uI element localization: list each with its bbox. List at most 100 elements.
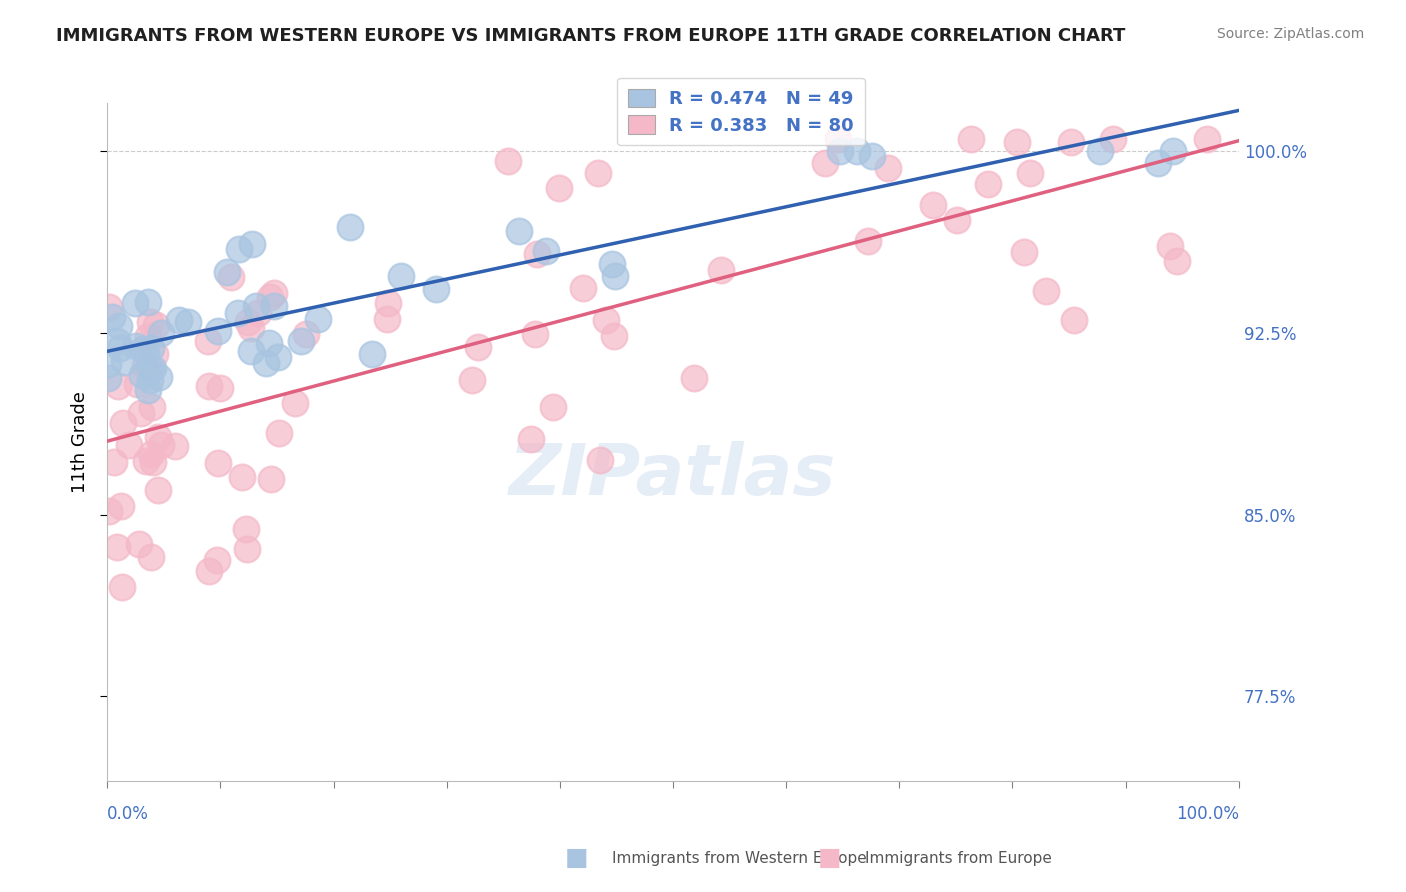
Point [228, 242, 250, 256]
Point [295, 326, 318, 341]
Point [284, 396, 307, 410]
Point [361, 347, 384, 361]
Point [247, 306, 270, 320]
Point [145, 318, 167, 332]
Point [141, 400, 163, 414]
Point [260, 472, 283, 486]
Point [467, 341, 489, 355]
Point [603, 329, 626, 343]
Point [142, 455, 165, 469]
Point [110, 499, 132, 513]
Point [107, 378, 129, 392]
Point [139, 374, 162, 388]
Point [107, 541, 129, 555]
Point [548, 181, 571, 195]
Point [150, 326, 173, 340]
Text: ■: ■ [565, 847, 588, 870]
Point [242, 236, 264, 251]
Point [683, 370, 706, 384]
Point [219, 270, 242, 285]
Point [124, 296, 146, 310]
Point [600, 257, 623, 271]
Point [236, 542, 259, 557]
Point [377, 296, 399, 310]
Point [207, 456, 229, 470]
Point [125, 376, 148, 391]
Point [235, 522, 257, 536]
Point [461, 373, 484, 387]
Point [257, 336, 280, 351]
Point [1035, 284, 1057, 298]
Point [534, 244, 557, 258]
Point [208, 381, 231, 395]
Point [197, 564, 219, 578]
Point [860, 149, 883, 163]
Point [267, 350, 290, 364]
Point [105, 334, 128, 348]
Text: Immigrants from Europe: Immigrants from Europe [865, 851, 1052, 865]
Point [595, 313, 617, 327]
Point [496, 153, 519, 168]
Text: IMMIGRANTS FROM WESTERN EUROPE VS IMMIGRANTS FROM EUROPE 11TH GRADE CORRELATION : IMMIGRANTS FROM WESTERN EUROPE VS IMMIGR… [56, 27, 1126, 45]
Point [239, 344, 262, 359]
Point [269, 425, 291, 440]
Point [254, 356, 277, 370]
Point [139, 341, 162, 355]
Point [1102, 132, 1125, 146]
Point [290, 334, 312, 348]
Text: 100.0%: 100.0% [1175, 805, 1239, 823]
Point [1060, 135, 1083, 149]
Point [146, 483, 169, 497]
Point [523, 326, 546, 341]
Point [263, 299, 285, 313]
Point [307, 311, 329, 326]
Point [1019, 166, 1042, 180]
Point [205, 553, 228, 567]
Point [827, 132, 849, 146]
Point [129, 406, 152, 420]
Point [98, 300, 121, 314]
Point [112, 355, 135, 369]
Point [238, 315, 260, 329]
Point [572, 281, 595, 295]
Point [141, 447, 163, 461]
Point [425, 282, 447, 296]
Point [139, 315, 162, 329]
Point [263, 286, 285, 301]
Point [589, 452, 612, 467]
Point [1088, 145, 1111, 159]
Point [146, 429, 169, 443]
Point [603, 268, 626, 283]
Point [138, 361, 160, 376]
Point [128, 537, 150, 551]
Point [98, 504, 121, 518]
Point [217, 265, 239, 279]
Point [136, 294, 159, 309]
Point [1161, 145, 1184, 159]
Point [125, 339, 148, 353]
Point [135, 454, 157, 468]
Point [1005, 136, 1028, 150]
Point [1063, 313, 1085, 327]
Point [132, 342, 155, 356]
Point [245, 299, 267, 313]
Point [389, 269, 412, 284]
Point [1159, 239, 1181, 253]
Point [111, 581, 134, 595]
Text: Immigrants from Western Europe: Immigrants from Western Europe [612, 851, 866, 865]
Point [231, 470, 253, 484]
Point [877, 161, 900, 175]
Point [134, 359, 156, 373]
Point [96, 357, 118, 371]
Point [1012, 244, 1035, 259]
Point [830, 145, 852, 159]
Point [103, 455, 125, 469]
Point [150, 438, 173, 452]
Point [239, 320, 262, 334]
Point [259, 290, 281, 304]
Point [148, 370, 170, 384]
Point [1197, 132, 1219, 146]
Point [198, 379, 221, 393]
Point [136, 329, 159, 343]
Text: Source: ZipAtlas.com: Source: ZipAtlas.com [1216, 27, 1364, 41]
